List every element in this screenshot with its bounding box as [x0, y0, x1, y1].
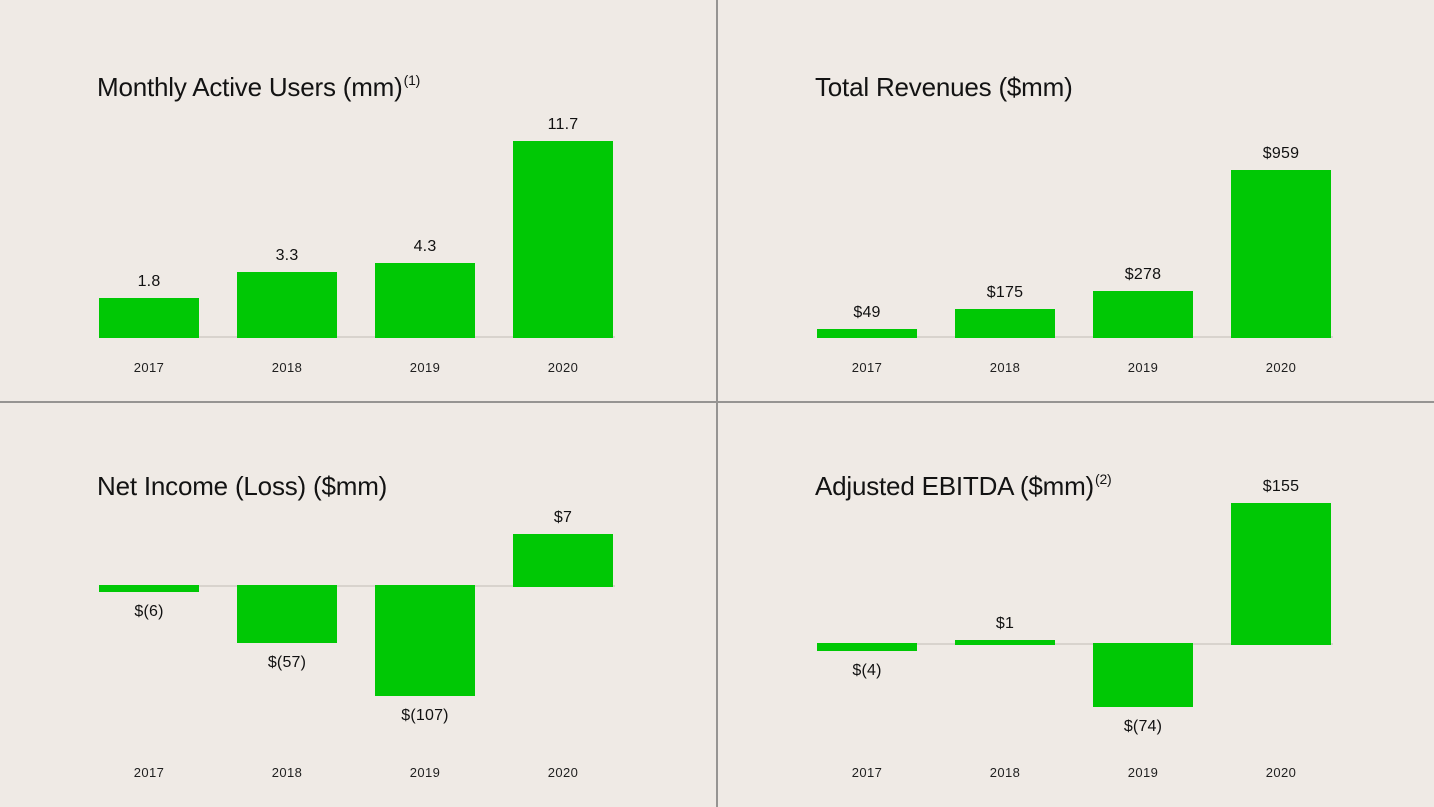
bar-2017 [99, 585, 199, 592]
bar-2018 [955, 640, 1055, 645]
plot-area: $(4) 2017 $1 2018 $(74) 2019 $155 2020 [718, 403, 1434, 804]
year-label-2020: 2020 [1265, 360, 1297, 375]
footnote-superscript: (2) [1095, 470, 1112, 487]
value-label-2019: $(107) [401, 707, 449, 724]
bar-2020 [1231, 170, 1331, 338]
year-label-2019: 2019 [409, 360, 441, 375]
bar-2017 [817, 329, 917, 338]
year-label-2019: 2019 [409, 765, 441, 780]
bar-2018 [237, 585, 337, 643]
chart-monthly-active-users: Monthly Active Users (mm)(1) 1.8 2017 3.3 2… [0, 0, 716, 401]
chart-adjusted-ebitda: Adjusted EBITDA ($mm)(2) $(4) 2017 $1 2018 $… [718, 403, 1434, 804]
bar-2019 [1093, 291, 1193, 338]
year-label-2020: 2020 [547, 765, 579, 780]
value-label-2018: $(57) [267, 654, 307, 671]
axis-baseline [99, 336, 615, 338]
bar-2020 [513, 534, 613, 587]
bar-2018 [237, 272, 337, 338]
year-label-2020: 2020 [1265, 765, 1297, 780]
axis-baseline [99, 585, 615, 587]
value-label-2017: $(6) [134, 603, 164, 620]
value-label-2019: $278 [1124, 266, 1162, 283]
year-label-2017: 2017 [133, 765, 165, 780]
chart-title-text: Monthly Active Users (mm) [97, 71, 403, 102]
chart-net-income-loss: Net Income (Loss) ($mm) $(6) 2017 $(57) 201… [0, 403, 716, 804]
plot-area: 1.8 2017 3.3 2018 4.3 2019 11.7 2020 [0, 0, 716, 401]
year-label-2018: 2018 [989, 765, 1021, 780]
plot-area: $(6) 2017 $(57) 2018 $(107) 2019 $7 2020 [0, 403, 716, 804]
bar-2018 [955, 309, 1055, 338]
year-label-2017: 2017 [851, 360, 883, 375]
bar-2019 [1093, 643, 1193, 707]
year-label-2018: 2018 [989, 360, 1021, 375]
plot-area: $49 2017 $175 2018 $278 2019 $959 2020 [718, 0, 1434, 401]
axis-baseline [817, 336, 1333, 338]
bar-2020 [1231, 503, 1331, 645]
value-label-2020: $155 [1262, 478, 1300, 495]
chart-title: Monthly Active Users (mm)(1) [97, 72, 420, 103]
value-label-2019: 4.3 [413, 238, 437, 255]
value-label-2017: $49 [853, 304, 881, 321]
chart-title: Net Income (Loss) ($mm) [97, 471, 388, 502]
value-label-2020: $959 [1262, 145, 1300, 162]
year-label-2020: 2020 [547, 360, 579, 375]
year-label-2017: 2017 [133, 360, 165, 375]
value-label-2019: $(74) [1123, 718, 1163, 735]
axis-baseline [817, 643, 1333, 645]
year-label-2019: 2019 [1127, 360, 1159, 375]
footnote-superscript: (1) [403, 71, 421, 88]
chart-title: Total Revenues ($mm) [815, 72, 1074, 103]
horizontal-divider [0, 401, 1434, 403]
value-label-2017: 1.8 [137, 273, 161, 290]
vertical-divider [716, 0, 718, 807]
year-label-2019: 2019 [1127, 765, 1159, 780]
year-label-2017: 2017 [851, 765, 883, 780]
year-label-2018: 2018 [271, 765, 303, 780]
value-label-2020: $7 [553, 509, 573, 526]
bar-2017 [99, 298, 199, 338]
bar-2017 [817, 643, 917, 651]
bar-2019 [375, 263, 475, 338]
bar-2019 [375, 585, 475, 696]
value-label-2018: $1 [995, 615, 1015, 632]
bar-2020 [513, 141, 613, 338]
chart-title: Adjusted EBITDA ($mm)(2) [815, 471, 1112, 502]
value-label-2017: $(4) [852, 662, 882, 679]
value-label-2018: 3.3 [275, 247, 299, 264]
chart-title-text: Adjusted EBITDA ($mm) [815, 470, 1094, 501]
chart-title-text: Net Income (Loss) ($mm) [97, 470, 388, 501]
value-label-2020: 11.7 [547, 116, 579, 133]
value-label-2018: $175 [986, 284, 1024, 301]
chart-total-revenues: Total Revenues ($mm) $49 2017 $175 2018 $278… [718, 0, 1434, 401]
year-label-2018: 2018 [271, 360, 303, 375]
chart-title-text: Total Revenues ($mm) [815, 71, 1073, 102]
